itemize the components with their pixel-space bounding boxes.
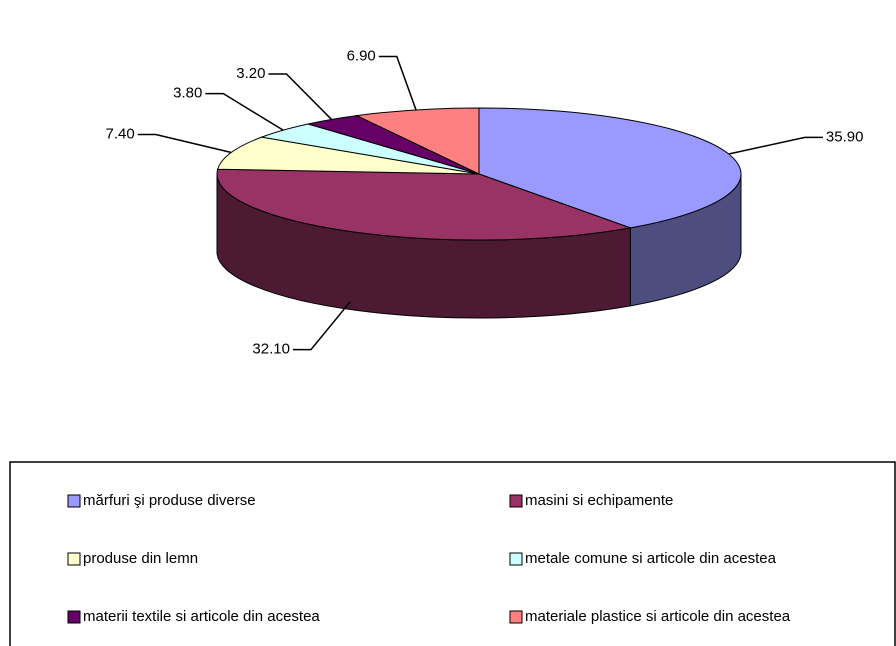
- legend-label: materii textile si articole din acestea: [83, 608, 320, 625]
- legend-label: produse din lemn: [83, 550, 198, 567]
- legend-swatch: [509, 552, 523, 566]
- leader-line: [728, 136, 823, 155]
- data-label: 32.10: [252, 341, 290, 358]
- legend-swatch: [67, 552, 81, 566]
- slice: [216, 168, 633, 241]
- legend-label: masini si echipamente: [525, 492, 673, 509]
- legend-swatch: [509, 494, 523, 508]
- data-label: 3.80: [173, 85, 202, 102]
- data-label: 6.90: [347, 48, 376, 65]
- legend-label: mărfuri şi produse diverse: [83, 492, 256, 509]
- data-label: 7.40: [106, 125, 135, 142]
- legend-box: [9, 461, 896, 646]
- legend-swatch: [509, 610, 523, 624]
- legend-label: materiale plastice si articole din acest…: [525, 608, 791, 625]
- data-label: 3.20: [236, 65, 265, 82]
- leader-line: [378, 55, 417, 111]
- data-label: 35.90: [826, 128, 864, 145]
- leader-line: [292, 301, 351, 351]
- slice: [217, 136, 480, 175]
- legend-swatch: [67, 494, 81, 508]
- leader-line: [137, 133, 232, 154]
- leader-line: [205, 92, 284, 131]
- leader-line: [268, 73, 333, 120]
- legend-swatch: [67, 610, 81, 624]
- slice: [478, 107, 742, 229]
- legend-label: metale comune si articole din acestea: [525, 550, 777, 567]
